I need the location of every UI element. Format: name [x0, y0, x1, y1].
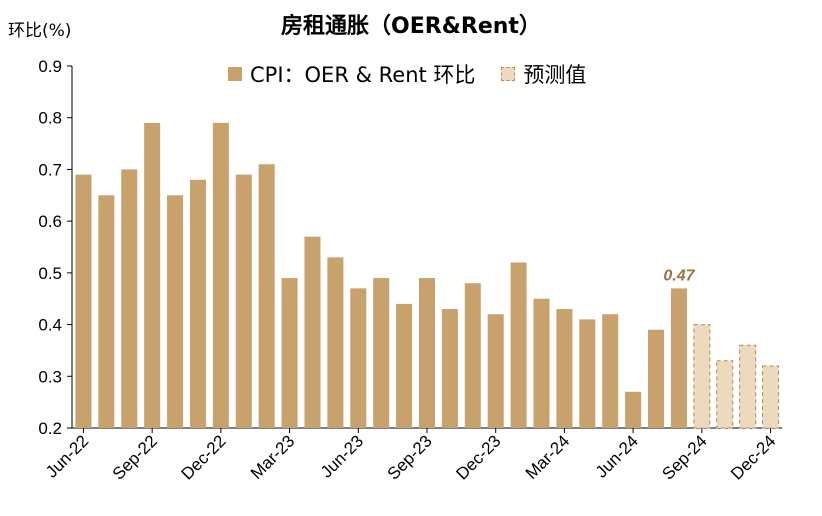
chart-title: 房租通胀（OER&Rent）: [281, 14, 541, 39]
y-axis: 0.2 0.3 0.4 0.5 0.6 0.7 0.8 0.9: [38, 57, 73, 438]
bar-actual: [98, 195, 115, 428]
y-tick-label: 0.4: [38, 316, 62, 335]
legend-label-actual: CPI：OER & Rent 环比: [250, 63, 476, 87]
y-tick-label: 0.3: [38, 367, 62, 386]
x-tick-label: Sep-24: [658, 431, 710, 483]
x-tick-label: Dec-24: [727, 431, 779, 483]
legend-swatch-forecast: [501, 67, 516, 81]
bar-actual: [579, 319, 596, 428]
x-tick-label: Jun-24: [592, 431, 642, 481]
bars: [75, 122, 780, 429]
bar-actual: [235, 174, 252, 428]
x-tick-label: Jun-23: [317, 431, 367, 481]
data-labels: 0.47: [663, 267, 695, 284]
bar-actual: [304, 236, 321, 428]
data-label: 0.47: [663, 267, 695, 284]
bar-actual: [121, 169, 138, 428]
x-tick-label: Sep-22: [109, 431, 161, 483]
x-tick-label: Jun-22: [42, 431, 92, 481]
bar-actual: [418, 278, 436, 428]
bar-actual: [212, 122, 229, 428]
bar-forecast: [716, 360, 734, 429]
bar-actual: [75, 174, 92, 428]
y-tick-label: 0.7: [38, 160, 62, 179]
bar-actual: [167, 195, 184, 428]
legend-item-forecast: 预测值: [501, 59, 586, 89]
x-tick-label: Mar-24: [522, 431, 574, 483]
bar-actual: [648, 329, 665, 428]
y-tick-label: 0.2: [38, 419, 62, 438]
x-tick-label: Mar-23: [247, 431, 299, 483]
x-tick-label: Dec-22: [178, 431, 230, 483]
bar-actual: [373, 278, 390, 428]
bar-actual: [144, 122, 161, 428]
bar-actual: [350, 288, 367, 428]
y-axis-unit-label: 环比(%): [8, 21, 72, 41]
bar-actual: [556, 309, 573, 428]
x-tick-label: Sep-23: [384, 431, 436, 483]
bar-actual: [258, 164, 275, 428]
bar-forecast: [739, 344, 757, 429]
bar-actual: [441, 309, 458, 428]
bar-actual: [396, 303, 413, 428]
legend: CPI：OER & Rent 环比 预测值: [228, 60, 612, 88]
bar-forecast: [693, 324, 711, 429]
legend-label-forecast: 预测值: [523, 63, 587, 87]
x-tick-label: Dec-23: [452, 431, 504, 483]
bar-actual: [625, 391, 642, 428]
y-tick-label: 0.8: [38, 109, 62, 128]
y-tick-label: 0.5: [38, 264, 62, 283]
y-tick-label: 0.9: [38, 57, 62, 76]
bar-actual: [510, 262, 527, 428]
bar-actual: [327, 257, 344, 428]
bar-actual: [487, 314, 504, 428]
x-axis: Jun-22 Sep-22 Dec-22 Mar-23 Jun-23 Sep-23 Dec-…: [42, 427, 782, 484]
y-tick-label: 0.6: [38, 212, 62, 231]
legend-item-actual: CPI：OER & Rent 环比: [228, 59, 475, 89]
bar-actual: [602, 314, 619, 428]
bar-actual: [533, 298, 550, 428]
bar-actual: [670, 288, 687, 428]
bar-forecast: [762, 365, 780, 429]
bar-actual: [281, 278, 298, 428]
bar-actual: [189, 179, 206, 428]
legend-swatch-actual: [228, 67, 242, 81]
bar-actual: [464, 283, 481, 428]
